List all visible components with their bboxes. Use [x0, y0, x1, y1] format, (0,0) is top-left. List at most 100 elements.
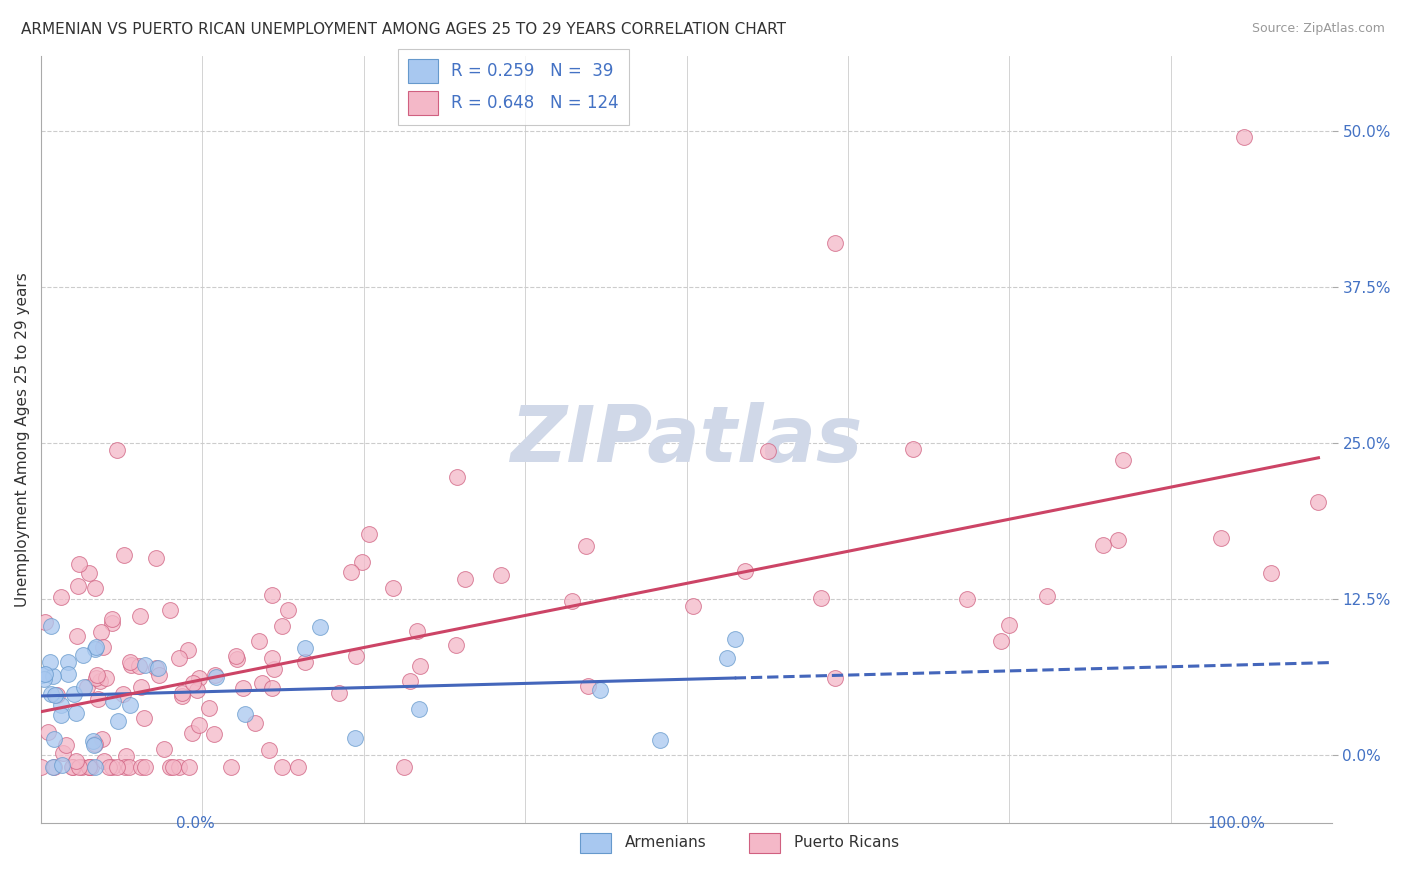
Point	[51, 708, 73, 723]
Point	[340, 565, 363, 579]
Point	[167, 760, 190, 774]
Point	[277, 603, 299, 617]
Point	[382, 581, 405, 595]
Point	[67, 557, 90, 571]
Point	[132, 711, 155, 725]
Point	[250, 675, 273, 690]
Point	[42, 669, 65, 683]
Point	[181, 675, 204, 690]
Point	[128, 609, 150, 624]
Point	[129, 680, 152, 694]
Text: 0.0%: 0.0%	[176, 816, 215, 831]
Point	[344, 648, 367, 663]
Point	[37, 725, 59, 739]
Point	[1209, 531, 1232, 545]
Y-axis label: Unemployment Among Ages 25 to 29 years: Unemployment Among Ages 25 to 29 years	[15, 272, 30, 607]
Point	[120, 657, 142, 672]
Point	[107, 760, 129, 774]
Point	[101, 694, 124, 708]
Point	[247, 633, 270, 648]
Point	[148, 668, 170, 682]
Point	[131, 760, 153, 774]
Point	[39, 618, 62, 632]
Point	[233, 707, 256, 722]
Legend: R = 0.259   N =  39, R = 0.648   N = 124: R = 0.259 N = 39, R = 0.648 N = 124	[398, 49, 628, 125]
Point	[998, 617, 1021, 632]
Point	[260, 588, 283, 602]
Point	[70, 760, 93, 774]
Point	[271, 760, 294, 774]
Point	[186, 683, 208, 698]
Point	[170, 689, 193, 703]
Point	[83, 642, 105, 657]
Point	[145, 551, 167, 566]
Point	[120, 698, 142, 712]
Point	[359, 527, 381, 541]
Point	[115, 748, 138, 763]
Point	[343, 731, 366, 745]
Point	[260, 681, 283, 696]
Point	[94, 671, 117, 685]
Point	[89, 674, 111, 689]
Point	[444, 638, 467, 652]
Point	[38, 655, 60, 669]
Point	[181, 725, 204, 739]
Point	[575, 539, 598, 553]
Point	[134, 658, 156, 673]
Point	[84, 760, 107, 774]
Point	[260, 650, 283, 665]
Point	[294, 640, 316, 655]
Point	[42, 731, 65, 746]
Point	[198, 700, 221, 714]
Point	[756, 444, 779, 458]
Point	[100, 612, 122, 626]
Point	[30, 760, 52, 774]
Text: ARMENIAN VS PUERTO RICAN UNEMPLOYMENT AMONG AGES 25 TO 29 YEARS CORRELATION CHAR: ARMENIAN VS PUERTO RICAN UNEMPLOYMENT AM…	[21, 22, 786, 37]
Point	[84, 581, 107, 595]
Point	[83, 737, 105, 751]
Point	[90, 625, 112, 640]
Text: Armenians: Armenians	[624, 836, 707, 850]
Point	[453, 572, 475, 586]
Point	[1233, 130, 1256, 145]
Point	[405, 624, 427, 638]
Point	[489, 568, 512, 582]
Point	[73, 680, 96, 694]
Point	[101, 615, 124, 630]
Point	[87, 692, 110, 706]
Point	[42, 760, 65, 774]
Point	[79, 566, 101, 580]
Point	[352, 555, 374, 569]
Point	[682, 599, 704, 614]
Point	[55, 739, 77, 753]
Point	[734, 564, 756, 578]
Point	[990, 634, 1012, 648]
Point	[51, 758, 73, 772]
Point	[120, 655, 142, 669]
Point	[294, 655, 316, 669]
Point	[309, 620, 332, 634]
Point	[84, 671, 107, 685]
Point	[44, 689, 66, 703]
Point	[287, 760, 309, 774]
Point	[146, 661, 169, 675]
Point	[1091, 538, 1114, 552]
Point	[80, 760, 103, 774]
Point	[1036, 589, 1059, 603]
Point	[1107, 533, 1129, 547]
Point	[956, 592, 979, 607]
Point	[34, 666, 56, 681]
Point	[1260, 566, 1282, 580]
Point	[270, 619, 292, 633]
Point	[172, 686, 194, 700]
Point	[576, 680, 599, 694]
Point	[76, 680, 98, 694]
Point	[259, 742, 281, 756]
Point	[49, 590, 72, 604]
Point	[648, 733, 671, 747]
Point	[60, 760, 83, 774]
Point	[128, 659, 150, 673]
Point	[202, 727, 225, 741]
Text: 100.0%: 100.0%	[1208, 816, 1265, 831]
Point	[39, 687, 62, 701]
